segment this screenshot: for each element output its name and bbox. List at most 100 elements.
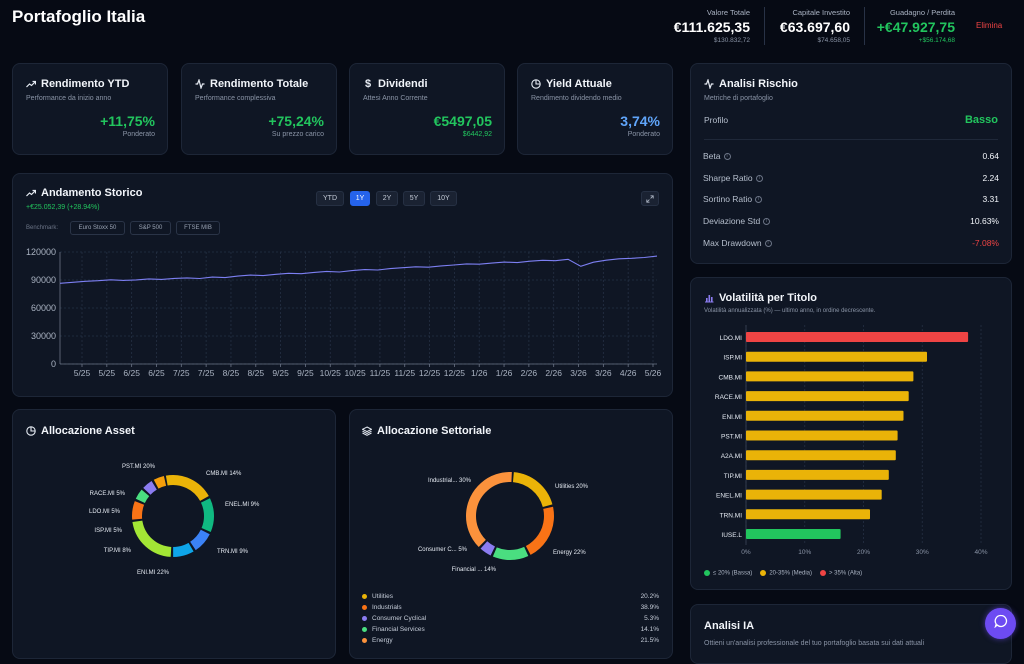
trending-up-icon (26, 79, 36, 89)
volatility-bar (746, 351, 927, 362)
benchmark-sp500[interactable]: S&P 500 (130, 221, 171, 235)
volatility-bar (746, 469, 889, 480)
timeframe-5y[interactable]: 5Y (403, 191, 425, 206)
chat-button[interactable] (985, 608, 1016, 639)
stat-sub: +$56.174,68 (918, 37, 955, 44)
donut-slice (466, 472, 554, 560)
timeframe-2y[interactable]: 2Y (376, 191, 398, 206)
expand-icon[interactable] (641, 191, 659, 206)
kpi-note: Ponderato (122, 131, 155, 138)
legend-label: > 35% (Alta) (829, 570, 863, 577)
timeframe-10y[interactable]: 10Y (430, 191, 457, 206)
kpi-note: Ponderato (627, 131, 660, 138)
legend-pct: 5.3% (644, 615, 659, 622)
pie-icon (531, 79, 541, 89)
volatility-bar (746, 391, 909, 402)
ai-card (690, 604, 1012, 664)
x-tick-label: 11/25 (394, 368, 415, 378)
x-tick-label: 5/26 (645, 368, 662, 378)
metric-label: Beta (703, 151, 721, 161)
category-label: TRN.MI (720, 512, 743, 519)
metric-value: 0.64 (982, 151, 999, 161)
delete-button[interactable]: Elimina (976, 21, 1003, 30)
slice-label: LDO.MI 5% (89, 509, 121, 515)
slice-label: Consumer C... 5% (418, 547, 468, 553)
history-line-chart: 120000 90000 60000 30000 0 5/25 5/25 6/25 6/25 7/… (26, 247, 662, 378)
asset-allocation-header: Allocazione Asset (26, 425, 135, 437)
x-tick-label: 8/25 (248, 368, 265, 378)
x-tick-label: 6/25 (123, 368, 140, 378)
category-label: A2A.MI (721, 453, 743, 460)
donut-slice (132, 475, 214, 557)
kpi-desc: Rendimento dividendo medio (531, 95, 622, 102)
metric-label: Sharpe Ratio (703, 173, 753, 183)
volatility-legend: ≤ 20% (Bassa) 20-35% (Media) > 35% (Alta… (704, 570, 862, 577)
volatility-bar-chart: 0% 10% 20% 30% 40% LDO.MI ISP.MI CMB.MI RACE.MI E… (715, 325, 988, 556)
kpi-desc: Performance da inizio anno (26, 95, 112, 102)
info-icon[interactable]: i (764, 239, 772, 247)
timeframe-ytd[interactable]: YTD (316, 191, 344, 206)
info-icon[interactable]: i (723, 152, 731, 160)
volatility-desc: Volatilità annualizzata (%) — ultimo ann… (704, 308, 876, 314)
history-title: Andamento Storico (41, 187, 143, 199)
info-icon[interactable]: i (755, 195, 763, 203)
page-title: Portafoglio Italia (12, 7, 146, 26)
y-tick-label: 60000 (31, 303, 56, 313)
risk-row-beta: Beta i 0.64 (703, 146, 999, 166)
risk-row-sharpe: Sharpe Ratio i 2.24 (703, 168, 999, 188)
slice-label: CMB.MI 14% (206, 471, 242, 477)
risk-profile-label: Profilo (704, 115, 729, 125)
sector-legend-item: Energy 21.5% (362, 637, 659, 644)
x-tick-label: 7/25 (198, 368, 215, 378)
metric-value: -7.08% (972, 238, 999, 248)
stat-label: Valore Totale (706, 8, 750, 17)
pie-icon (26, 426, 36, 436)
dollar-icon: $ (364, 78, 372, 90)
benchmark-eurostoxx[interactable]: Euro Stoxx 50 (70, 221, 125, 235)
y-tick-label: 120000 (26, 247, 56, 257)
legend-label: 20-35% (Media) (769, 570, 812, 577)
x-tick-label: 9/25 (272, 368, 289, 378)
x-tick-label: 2/26 (545, 368, 562, 378)
y-tick-label: 90000 (31, 275, 56, 285)
legend-item-low: ≤ 20% (Bassa) (704, 570, 752, 577)
kpi-card-dividends: $ Dividendi Attesi Anno Corrente €5497,0… (349, 63, 505, 155)
x-tick-label: 20% (857, 549, 870, 556)
info-icon[interactable]: i (763, 217, 771, 225)
donut-slice (132, 475, 214, 557)
metric-value: 3.31 (982, 194, 999, 204)
divider (764, 7, 765, 45)
legend-dot (362, 604, 367, 610)
metric-value: 10.63% (970, 216, 999, 226)
asset-allocation-title: Allocazione Asset (41, 425, 135, 437)
donut-slice (466, 472, 554, 560)
timeframe-1y[interactable]: 1Y (350, 191, 370, 206)
donut-slice (132, 475, 214, 557)
x-tick-label: 1/26 (471, 368, 488, 378)
stat-label: Guadagno / Perdita (889, 8, 955, 17)
metric-label: Sortino Ratio (703, 194, 753, 204)
slice-label: TRN.MI 9% (217, 549, 249, 555)
activity-icon (195, 79, 205, 89)
layers-icon (362, 426, 372, 436)
legend-dot (362, 626, 367, 632)
x-tick-label: 30% (916, 549, 929, 556)
slice-label: RACE.MI 5% (90, 491, 126, 497)
legend-label: ≤ 20% (Bassa) (713, 570, 753, 577)
kpi-desc: Performance complessiva (195, 95, 276, 102)
donut-slice (132, 475, 214, 557)
asset-allocation-card (12, 409, 336, 659)
volatility-bar (746, 332, 969, 342)
x-tick-label: 10/25 (320, 368, 342, 378)
info-icon[interactable]: i (755, 174, 763, 182)
stat-value: €63.697,60 (779, 19, 850, 35)
x-tick-label: 5/25 (74, 368, 91, 378)
x-tick-label: 6/25 (148, 368, 165, 378)
bar-chart-icon (704, 293, 714, 303)
sector-allocation-title: Allocazione Settoriale (377, 425, 492, 437)
x-tick-label: 5/25 (99, 368, 116, 378)
sector-allocation-card (349, 409, 673, 659)
benchmark-ftsemib[interactable]: FTSE MIB (176, 221, 220, 235)
stat-sub: $74.658,05 (817, 37, 850, 44)
kpi-note: $6442,92 (462, 131, 492, 138)
